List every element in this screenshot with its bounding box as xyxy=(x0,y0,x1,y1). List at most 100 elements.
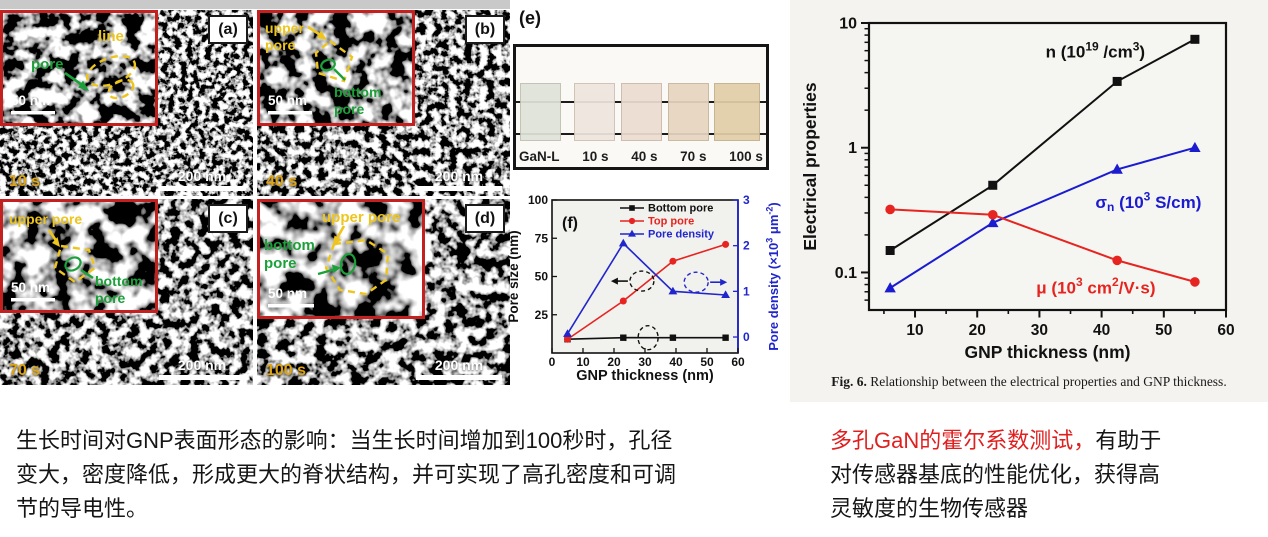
sem-inset-annotations-b: upper pore bottom pore 50 nm xyxy=(265,20,381,117)
svg-text:Pore density: Pore density xyxy=(648,229,715,241)
bottom-pore-arrow xyxy=(333,68,346,81)
pore-size-density-chart: 0 10 20 30 40 50 60 25 50 75 100 0 1 2 3 GNP thickness … xyxy=(506,193,781,384)
svg-text:10: 10 xyxy=(906,322,923,339)
panel-label-a: (a) xyxy=(208,15,248,44)
sem-panel-d: upper pore bottom pore 50 nm (d) 100 s 2… xyxy=(257,199,510,385)
fig6-caption-text: Relationship between the electrical prop… xyxy=(866,374,1227,389)
svg-text:0: 0 xyxy=(743,330,750,344)
caption-right-chinese: 多孔GaN的霍尔系数测试，有助于对传感器基底的性能优化，获得高灵敏度的生物传感器 xyxy=(830,424,1166,526)
panel-label-d: (d) xyxy=(465,204,505,233)
sem-inset-annotations-d: upper pore bottom pore 50 nm xyxy=(264,209,400,308)
scale-bar-line xyxy=(159,375,245,380)
scale-bar-c: 200 nm xyxy=(159,357,245,380)
panel-label-b: (b) xyxy=(465,15,505,44)
sem-panel-a: line pore 50 nm (a) 10 s 200 nm xyxy=(0,10,253,196)
bottom-pore-label-line2: pore xyxy=(95,290,126,306)
sem-panel-c: upper pore bottom pore 50 nm (c) 70 s 20… xyxy=(0,199,253,385)
sem-panel-b: upper pore bottom pore 50 nm (b) 40 s 20… xyxy=(257,10,510,196)
caption-right-text: 有助于对传感器基底的性能优化，获得高灵敏度的生物传感器 xyxy=(830,428,1162,521)
svg-text:GNP thickness (nm): GNP thickness (nm) xyxy=(576,368,714,384)
inset-scale-bar xyxy=(11,111,55,115)
sample-label: 10 s xyxy=(582,149,609,164)
bottom-pore-label-line1: bottom xyxy=(264,237,315,254)
sem-inset-image-c xyxy=(3,202,155,310)
svg-text:50: 50 xyxy=(535,270,549,284)
fig6-caption: Fig. 6. Relationship between the electri… xyxy=(790,374,1268,390)
upper-pore-arrowhead xyxy=(333,235,342,245)
upper-pore-arrowhead xyxy=(52,237,60,247)
growth-time-label-b: 40 s xyxy=(266,173,298,190)
scale-bar-text: 200 nm xyxy=(177,357,227,373)
svg-text:0.1: 0.1 xyxy=(835,265,857,282)
svg-text:1: 1 xyxy=(743,284,750,298)
svg-text:10: 10 xyxy=(576,355,590,369)
upper-pore-label-line2: pore xyxy=(265,37,296,53)
svg-text:10: 10 xyxy=(839,16,857,33)
svg-text:Pore size (nm): Pore size (nm) xyxy=(506,230,521,322)
svg-text:30: 30 xyxy=(1031,322,1048,339)
panel-label-c: (c) xyxy=(208,204,248,233)
bottom-pore-arrowhead xyxy=(332,264,341,273)
caption-right-highlight: 多孔GaN的霍尔系数测试， xyxy=(830,428,1096,453)
sample-chip-40s xyxy=(621,83,662,141)
svg-text:(f): (f) xyxy=(562,215,578,232)
svg-text:n (1019 /cm3): n (1019 /cm3) xyxy=(1046,39,1145,61)
sample-label: GaN-L xyxy=(519,149,560,164)
bottom-pore-outline xyxy=(339,253,357,275)
inset-scale-text: 50 nm xyxy=(268,93,307,108)
inset-scale-bar xyxy=(11,298,55,302)
scale-bar-line xyxy=(159,186,245,191)
sample-label: 100 s xyxy=(729,149,763,164)
scale-bar-text: 200 nm xyxy=(434,357,484,373)
electrical-properties-chart: 10 20 30 40 50 60 0.1 1 10 GNP thickness (nm) Elec… xyxy=(800,16,1235,363)
upper-pore-label: upper pore xyxy=(9,211,82,227)
svg-text:3: 3 xyxy=(743,193,750,207)
bottom-pore-label-line2: pore xyxy=(264,255,297,272)
sem-inset-b: upper pore bottom pore 50 nm xyxy=(257,10,415,126)
svg-text:40: 40 xyxy=(1093,322,1110,339)
bottom-pore-label-line2: pore xyxy=(334,101,365,117)
bottom-pore-label-line1: bottom xyxy=(95,273,142,289)
caption-left-text: 生长时间对GNP表面形态的影响：当生长时间增加到100秒时，孔径变大，密度降低，… xyxy=(16,428,677,521)
sem-inset-image-b xyxy=(260,13,412,123)
svg-text:60: 60 xyxy=(1217,322,1234,339)
bottom-pore-outline xyxy=(320,58,336,72)
dashed-line-outline-2 xyxy=(107,78,135,100)
sample-photo: GaN-L 10 s 40 s 70 s 100 s xyxy=(513,44,769,170)
inset-scale-bar xyxy=(268,111,312,115)
svg-text:50: 50 xyxy=(1155,322,1172,339)
svg-text:20: 20 xyxy=(969,322,986,339)
scale-bar-b: 200 nm xyxy=(416,168,502,191)
svg-text:Top pore: Top pore xyxy=(648,216,694,228)
sample-label: 70 s xyxy=(680,149,707,164)
sem-inset-annotations-c: upper pore bottom pore 50 nm xyxy=(9,211,142,306)
sem-inset-image-d xyxy=(260,202,422,316)
scale-bar-text: 200 nm xyxy=(434,168,484,184)
svg-text:0: 0 xyxy=(549,355,556,369)
upper-pore-arrowhead xyxy=(317,30,327,40)
sample-chip-70s xyxy=(668,83,709,141)
sem-figure-crop-strip xyxy=(0,0,510,9)
scale-bar-a: 200 nm xyxy=(159,168,245,191)
svg-text:30: 30 xyxy=(638,355,652,369)
sample-label: 40 s xyxy=(631,149,658,164)
scale-bar-line xyxy=(416,375,502,380)
bottom-pore-label-line1: bottom xyxy=(334,84,381,100)
bottom-pore-outline xyxy=(64,256,82,272)
dashed-line-outline xyxy=(85,54,137,88)
fig6-caption-number: Fig. 6. xyxy=(831,374,867,389)
svg-text:Electrical properties: Electrical properties xyxy=(800,82,820,251)
svg-text:20: 20 xyxy=(607,355,621,369)
sample-chip-100s xyxy=(714,83,760,141)
growth-time-label-c: 70 s xyxy=(9,362,41,379)
svg-text:μ (103 cm2/V·s): μ (103 cm2/V·s) xyxy=(1036,275,1155,297)
svg-text:25: 25 xyxy=(535,308,549,322)
sample-chip-10s xyxy=(574,83,615,141)
scale-bar-text: 200 nm xyxy=(177,168,227,184)
svg-text:60: 60 xyxy=(731,355,745,369)
sem-inset-c: upper pore bottom pore 50 nm xyxy=(0,199,158,313)
scale-bar-d: 200 nm xyxy=(416,357,502,380)
svg-text:Bottom pore: Bottom pore xyxy=(648,203,713,215)
line-label: line xyxy=(98,28,124,45)
